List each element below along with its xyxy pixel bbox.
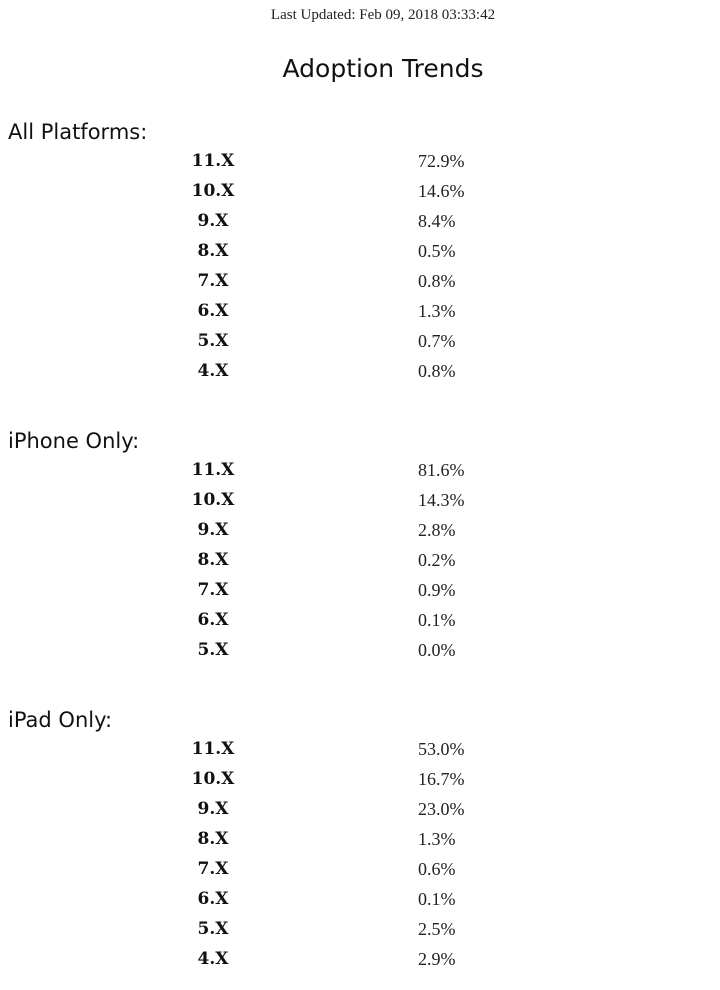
last-updated-timestamp: Last Updated: Feb 09, 2018 03:33:42	[270, 7, 496, 23]
table-row: 11.X 72.9%	[0, 147, 720, 177]
adoption-value: 0.0%	[418, 640, 456, 660]
table-row: 10.X 14.3%	[0, 486, 720, 516]
version-label: 8.X	[197, 241, 229, 261]
adoption-value: 2.5%	[418, 919, 456, 939]
table-row: 9.X 2.8%	[0, 516, 720, 546]
version-label: 8.X	[197, 829, 229, 849]
adoption-value: 8.4%	[418, 211, 456, 231]
adoption-value: 53.0%	[418, 739, 465, 759]
adoption-value: 0.8%	[418, 361, 456, 381]
version-label: 6.X	[197, 610, 229, 630]
version-table: 11.X 81.6% 10.X 14.3% 9.X 2.8% 8.X 0.2% 7.X 0…	[0, 456, 720, 666]
adoption-value: 16.7%	[418, 769, 465, 789]
version-label: 10.X	[191, 490, 235, 510]
version-label: 10.X	[191, 769, 235, 789]
table-row: 5.X 2.5%	[0, 915, 720, 945]
table-row: 8.X 1.3%	[0, 825, 720, 855]
table-row: 10.X 14.6%	[0, 177, 720, 207]
table-row: 10.X 16.7%	[0, 765, 720, 795]
version-label: 4.X	[197, 361, 229, 381]
version-label: 11.X	[191, 460, 235, 480]
version-label: 5.X	[197, 919, 229, 939]
adoption-value: 0.1%	[418, 889, 456, 909]
table-row: 5.X 0.7%	[0, 327, 720, 357]
version-label: 11.X	[191, 151, 235, 171]
version-label: 7.X	[197, 580, 229, 600]
table-row: 5.X 0.0%	[0, 636, 720, 666]
version-table: 11.X 72.9% 10.X 14.6% 9.X 8.4% 8.X 0.5% 7.X 0…	[0, 147, 720, 387]
version-label: 9.X	[197, 520, 229, 540]
version-label: 9.X	[197, 799, 229, 819]
section-heading: All Platforms:	[8, 120, 148, 144]
table-row: 6.X 0.1%	[0, 885, 720, 915]
version-label: 6.X	[197, 301, 229, 321]
adoption-value: 23.0%	[418, 799, 465, 819]
table-row: 7.X 0.6%	[0, 855, 720, 885]
table-row: 4.X 2.9%	[0, 945, 720, 975]
adoption-value: 0.1%	[418, 610, 456, 630]
version-label: 7.X	[197, 271, 229, 291]
table-row: 6.X 1.3%	[0, 297, 720, 327]
table-row: 9.X 8.4%	[0, 207, 720, 237]
table-row: 7.X 0.8%	[0, 267, 720, 297]
adoption-value: 81.6%	[418, 460, 465, 480]
adoption-value: 0.6%	[418, 859, 456, 879]
adoption-value: 2.8%	[418, 520, 456, 540]
version-label: 7.X	[197, 859, 229, 879]
adoption-value: 1.3%	[418, 301, 456, 321]
adoption-value: 0.2%	[418, 550, 456, 570]
adoption-value: 14.3%	[418, 490, 465, 510]
table-row: 11.X 53.0%	[0, 735, 720, 765]
adoption-value: 0.8%	[418, 271, 456, 291]
version-table: 11.X 53.0% 10.X 16.7% 9.X 23.0% 8.X 1.3% 7.X…	[0, 735, 720, 975]
version-label: 10.X	[191, 181, 235, 201]
adoption-value: 0.5%	[418, 241, 456, 261]
adoption-value: 72.9%	[418, 151, 465, 171]
table-row: 7.X 0.9%	[0, 576, 720, 606]
table-row: 4.X 0.8%	[0, 357, 720, 387]
section-heading: iPad Only:	[8, 708, 113, 732]
adoption-value: 0.7%	[418, 331, 456, 351]
adoption-value: 1.3%	[418, 829, 456, 849]
version-label: 5.X	[197, 331, 229, 351]
version-label: 4.X	[197, 949, 229, 969]
table-row: 9.X 23.0%	[0, 795, 720, 825]
adoption-value: 14.6%	[418, 181, 465, 201]
version-label: 6.X	[197, 889, 229, 909]
version-label: 9.X	[197, 211, 229, 231]
table-row: 8.X 0.2%	[0, 546, 720, 576]
table-row: 11.X 81.6%	[0, 456, 720, 486]
version-label: 8.X	[197, 550, 229, 570]
section-heading: iPhone Only:	[8, 429, 140, 453]
adoption-value: 2.9%	[418, 949, 456, 969]
page-title: Adoption Trends	[282, 54, 484, 83]
version-label: 5.X	[197, 640, 229, 660]
table-row: 8.X 0.5%	[0, 237, 720, 267]
adoption-value: 0.9%	[418, 580, 456, 600]
table-row: 6.X 0.1%	[0, 606, 720, 636]
version-label: 11.X	[191, 739, 235, 759]
